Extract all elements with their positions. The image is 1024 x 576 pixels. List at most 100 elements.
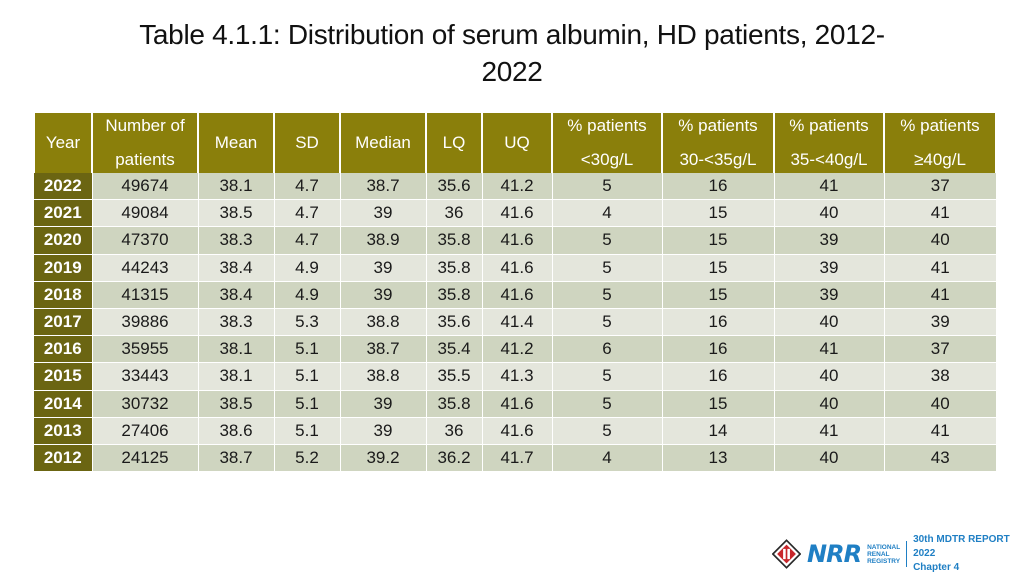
table-cell: 4.7 <box>273 173 340 201</box>
table-cell: 24125 <box>91 444 198 473</box>
table-row: 2014 30732 38.5 5.1 39 35.8 41.6 5 15 40 40 <box>34 390 996 418</box>
table-cell: 15 <box>661 281 774 309</box>
header-pct-1-top: % patients <box>567 116 647 135</box>
header-pct-40-plus: % patients ≥40g/L <box>883 113 997 173</box>
table-cell: 5 <box>551 254 662 282</box>
table-cell: 38.3 <box>197 226 274 255</box>
year-cell: 2012 <box>34 444 92 473</box>
year-cell: 2022 <box>34 173 92 201</box>
table-cell: 38.1 <box>197 362 274 391</box>
nrr-logo-text: NRR <box>807 540 862 568</box>
table-cell: 35.6 <box>425 173 482 201</box>
table-cell: 41.6 <box>481 199 552 228</box>
header-median: Median <box>339 113 427 173</box>
year-cell: 2020 <box>34 226 92 255</box>
table-cell: 5.1 <box>273 417 340 445</box>
table-cell: 40 <box>773 308 884 337</box>
header-pct-3-bottom: 35-<40g/L <box>790 150 868 169</box>
table-cell: 5 <box>551 390 662 418</box>
table-cell: 41 <box>773 173 884 201</box>
table-header-row: Year Number of patients Mean SD Median L… <box>33 113 997 173</box>
table-cell: 39 <box>773 281 884 309</box>
table-cell: 4.7 <box>273 199 340 228</box>
header-pct-4-top: % patients <box>900 116 980 135</box>
year-cell: 2018 <box>34 281 92 309</box>
table-cell: 15 <box>661 390 774 418</box>
table-cell: 38.4 <box>197 254 274 282</box>
table-cell: 35.8 <box>425 226 482 255</box>
table-cell: 40 <box>773 362 884 391</box>
table-cell: 41.6 <box>481 281 552 309</box>
table-cell: 6 <box>551 335 662 364</box>
table-cell: 38.6 <box>197 417 274 445</box>
table-cell: 41.2 <box>481 335 552 364</box>
header-uq: UQ <box>481 113 553 173</box>
header-pct-4-bottom: ≥40g/L <box>914 150 966 169</box>
year-cell: 2019 <box>34 254 92 282</box>
table-row: 2021 49084 38.5 4.7 39 36 41.6 4 15 40 41 <box>34 199 996 228</box>
table-cell: 5 <box>551 308 662 337</box>
table-cell: 47370 <box>91 226 198 255</box>
header-year: Year <box>33 113 93 173</box>
table-cell: 5.3 <box>273 308 340 337</box>
table-cell: 41.3 <box>481 362 552 391</box>
table-cell: 38.8 <box>339 308 426 337</box>
table-cell: 40 <box>773 444 884 473</box>
table-cell: 41 <box>773 335 884 364</box>
table-cell: 39 <box>339 390 426 418</box>
table-cell: 41.6 <box>481 254 552 282</box>
table-cell: 13 <box>661 444 774 473</box>
header-pct-35-40: % patients 35-<40g/L <box>773 113 885 173</box>
table-cell: 39 <box>339 281 426 309</box>
table-cell: 35955 <box>91 335 198 364</box>
table-cell: 4.7 <box>273 226 340 255</box>
header-pct-30-35: % patients 30-<35g/L <box>661 113 775 173</box>
report-label: 30th MDTR REPORT 2022 Chapter 4 <box>913 533 1017 575</box>
table-row: 2013 27406 38.6 5.1 39 36 41.6 5 14 41 41 <box>34 417 996 445</box>
table-cell: 40 <box>883 390 996 418</box>
header-pct-3-top: % patients <box>789 116 869 135</box>
table-cell: 41.2 <box>481 173 552 201</box>
table-cell: 38.1 <box>197 173 274 201</box>
registry-emblem-icon <box>772 539 802 569</box>
albumin-table: Year Number of patients Mean SD Median L… <box>33 113 997 473</box>
table-cell: 35.8 <box>425 281 482 309</box>
table-cell: 16 <box>661 173 774 201</box>
table-cell: 5 <box>551 281 662 309</box>
table-cell: 15 <box>661 254 774 282</box>
table-cell: 43 <box>883 444 996 473</box>
table-cell: 35.5 <box>425 362 482 391</box>
table-cell: 4 <box>551 444 662 473</box>
table-cell: 5.1 <box>273 390 340 418</box>
table-row: 2019 44243 38.4 4.9 39 35.8 41.6 5 15 39 41 <box>34 254 996 282</box>
table-cell: 37 <box>883 335 996 364</box>
table-body: 2022 49674 38.1 4.7 38.7 35.6 41.2 5 16 41 37 2021 4… <box>34 173 996 473</box>
title-line-2: 2022 <box>481 56 543 87</box>
table-cell: 16 <box>661 308 774 337</box>
year-cell: 2021 <box>34 199 92 228</box>
header-number-of-patients: Number of patients <box>91 113 199 173</box>
year-cell: 2016 <box>34 335 92 364</box>
table-cell: 44243 <box>91 254 198 282</box>
report-line-1: 30th MDTR REPORT 2022 <box>913 534 1010 559</box>
table-cell: 5.1 <box>273 362 340 391</box>
header-number-top: Number of <box>105 116 185 135</box>
table-cell: 15 <box>661 226 774 255</box>
table-cell: 38 <box>883 362 996 391</box>
table-cell: 38.7 <box>339 173 426 201</box>
table-cell: 35.8 <box>425 254 482 282</box>
table-cell: 41 <box>883 199 996 228</box>
table-cell: 49674 <box>91 173 198 201</box>
table-cell: 41.6 <box>481 226 552 255</box>
table-cell: 38.8 <box>339 362 426 391</box>
table-cell: 41 <box>773 417 884 445</box>
table-cell: 39.2 <box>339 444 426 473</box>
table-cell: 38.7 <box>197 444 274 473</box>
table-cell: 39886 <box>91 308 198 337</box>
table-cell: 39 <box>339 254 426 282</box>
table-cell: 38.5 <box>197 199 274 228</box>
table-cell: 38.9 <box>339 226 426 255</box>
table-cell: 36 <box>425 417 482 445</box>
table-cell: 30732 <box>91 390 198 418</box>
table-cell: 38.5 <box>197 390 274 418</box>
